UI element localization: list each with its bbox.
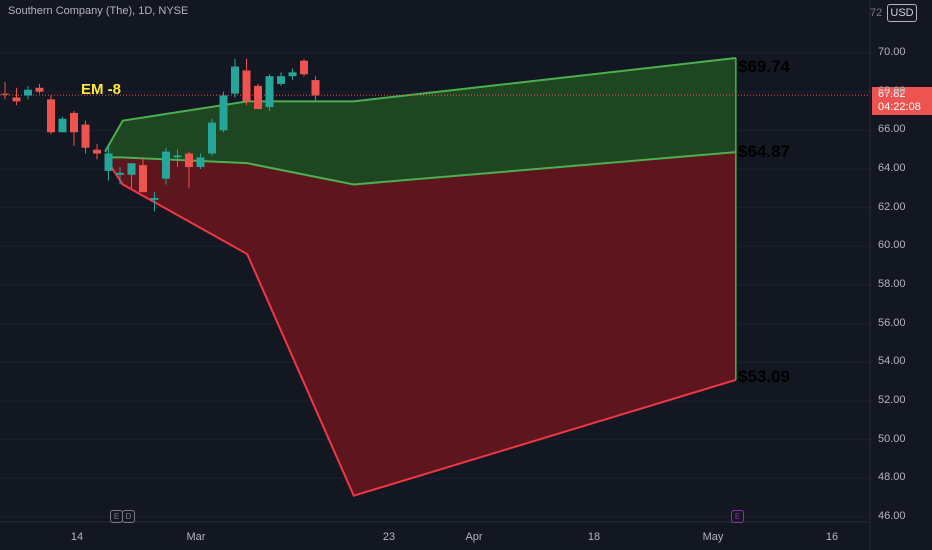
x-tick-label: 14 xyxy=(70,531,84,543)
candle-body xyxy=(35,87,44,92)
lower-band-fill xyxy=(105,152,736,496)
candle-body xyxy=(70,112,78,133)
y-tick-label: 60.00 xyxy=(878,239,906,252)
annotation-label: EM -8 xyxy=(81,81,122,98)
lower-level-label: $53.09 xyxy=(738,367,790,386)
middle-band-line xyxy=(105,151,736,186)
x-tick-label: 16 xyxy=(825,531,839,543)
x-tick-label: Mar xyxy=(186,531,206,543)
upper-level-label: $69.74 xyxy=(738,57,790,76)
y-tick-label: 62.00 xyxy=(878,200,906,213)
y-tick-label: 68.00 xyxy=(878,84,906,97)
candle-body xyxy=(139,165,147,193)
candle-body xyxy=(231,66,239,94)
y-tick-label: 50.00 xyxy=(878,432,906,445)
candle-body xyxy=(254,85,262,110)
dividend-event-icon[interactable]: D xyxy=(122,510,135,523)
candle-body xyxy=(196,157,205,168)
y-tick-label: 56.00 xyxy=(878,316,906,329)
y-tick-label: 54.00 xyxy=(878,355,906,368)
y-tick-label: 52.00 xyxy=(878,393,906,406)
candle-body xyxy=(81,124,90,148)
lower-band-line xyxy=(104,156,737,497)
candle-body xyxy=(162,151,170,179)
candle-body xyxy=(288,72,297,77)
candle-body xyxy=(219,95,228,131)
y-tick-label: 66.00 xyxy=(878,123,906,136)
y-tick-label: 48.00 xyxy=(878,471,906,484)
candle-body xyxy=(116,172,124,175)
bar-countdown: 04:22:08 xyxy=(878,101,921,113)
x-tick-label: 18 xyxy=(587,531,601,543)
y-tick-label: 70.00 xyxy=(878,46,906,58)
candle-body xyxy=(150,197,159,200)
candle-body xyxy=(47,99,55,133)
candle-body xyxy=(185,153,193,168)
candles xyxy=(1,58,320,212)
middle-level-label: $64.87 xyxy=(738,142,790,161)
candle-body xyxy=(93,149,101,154)
candle-body xyxy=(12,97,21,102)
upper-band-fill xyxy=(105,58,736,185)
candle-body xyxy=(242,70,251,102)
clipped-tick: 72 xyxy=(870,7,883,19)
candle-body xyxy=(277,76,285,84)
candle-body xyxy=(1,93,9,95)
x-tick-label: May xyxy=(702,531,724,543)
currency-button[interactable]: USD xyxy=(887,4,917,22)
x-tick-label: 23 xyxy=(382,531,396,543)
y-tick-label: 46.00 xyxy=(878,509,906,522)
chart-title: Southern Company (The), 1D, NYSE xyxy=(8,5,189,17)
candle-body xyxy=(208,122,216,154)
current-price-tag: 67.82 04:22:08 xyxy=(872,87,932,115)
candle-body xyxy=(311,80,320,96)
x-tick-label: Apr xyxy=(465,531,483,543)
candle-body xyxy=(173,155,182,158)
current-price: 67.82 xyxy=(878,88,906,100)
y-tick-label: 58.00 xyxy=(878,277,906,290)
candle-body xyxy=(300,60,308,75)
candle-body xyxy=(104,153,113,171)
candle-body xyxy=(58,118,67,133)
candle-body xyxy=(265,76,274,108)
y-tick-label: 64.00 xyxy=(878,161,906,174)
candle-body xyxy=(127,163,136,175)
earnings-event-icon[interactable]: E xyxy=(731,510,744,523)
candle-body xyxy=(24,89,32,96)
